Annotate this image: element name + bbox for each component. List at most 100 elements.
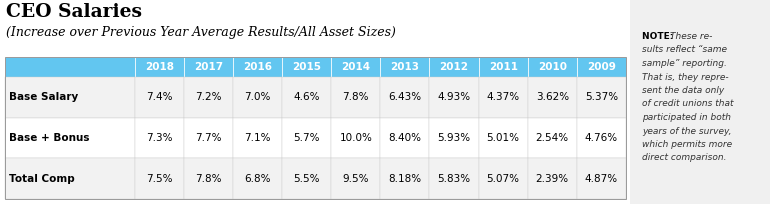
Text: (Increase over Previous Year Average Results/All Asset Sizes): (Increase over Previous Year Average Res… [6, 26, 396, 39]
Bar [479, 118, 527, 158]
Bar [577, 77, 626, 118]
Text: Base + Bonus: Base + Bonus [9, 133, 89, 143]
Text: direct comparison.: direct comparison. [642, 153, 727, 163]
Text: 5.5%: 5.5% [293, 174, 320, 184]
Text: 2.54%: 2.54% [536, 133, 569, 143]
Text: 2014: 2014 [341, 62, 370, 72]
Bar [135, 57, 184, 77]
Text: sults reflect “same: sults reflect “same [642, 45, 727, 54]
Bar [5, 158, 135, 199]
Text: Total Comp: Total Comp [9, 174, 75, 184]
Bar [479, 57, 527, 77]
Bar [527, 57, 577, 77]
Text: 4.93%: 4.93% [437, 92, 470, 102]
Text: 10.0%: 10.0% [340, 133, 372, 143]
Bar [331, 158, 380, 199]
Bar [331, 57, 380, 77]
Text: That is, they repre-: That is, they repre- [642, 72, 728, 82]
Text: 2013: 2013 [390, 62, 420, 72]
Text: 5.93%: 5.93% [437, 133, 470, 143]
Bar [0, 0, 630, 204]
Text: 8.40%: 8.40% [388, 133, 421, 143]
Text: 7.4%: 7.4% [146, 92, 172, 102]
Text: 4.37%: 4.37% [487, 92, 520, 102]
Text: 7.3%: 7.3% [146, 133, 172, 143]
Text: 4.76%: 4.76% [585, 133, 618, 143]
Text: 2016: 2016 [243, 62, 272, 72]
Bar [5, 77, 135, 118]
Text: 4.87%: 4.87% [585, 174, 618, 184]
Text: 2018: 2018 [145, 62, 174, 72]
Bar [184, 77, 233, 118]
Text: 5.37%: 5.37% [585, 92, 618, 102]
Text: of credit unions that: of credit unions that [642, 100, 734, 109]
Bar [527, 158, 577, 199]
Bar [331, 77, 380, 118]
Text: 7.2%: 7.2% [195, 92, 222, 102]
Text: NOTE:: NOTE: [642, 32, 677, 41]
Bar [577, 118, 626, 158]
Text: 7.5%: 7.5% [146, 174, 172, 184]
Bar [527, 118, 577, 158]
Text: 2011: 2011 [489, 62, 517, 72]
Bar [5, 118, 135, 158]
Bar [527, 77, 577, 118]
Bar [233, 57, 282, 77]
Text: 6.43%: 6.43% [388, 92, 421, 102]
Bar [184, 158, 233, 199]
Bar [380, 57, 430, 77]
Text: 2.39%: 2.39% [536, 174, 569, 184]
Bar [5, 57, 626, 199]
Text: 9.5%: 9.5% [343, 174, 369, 184]
Text: 7.8%: 7.8% [343, 92, 369, 102]
Bar [380, 158, 430, 199]
Text: 8.18%: 8.18% [388, 174, 421, 184]
Text: These re-: These re- [670, 32, 712, 41]
Bar [233, 158, 282, 199]
Bar [282, 77, 331, 118]
Bar [282, 57, 331, 77]
Bar [430, 158, 479, 199]
Text: 5.83%: 5.83% [437, 174, 470, 184]
Text: 2012: 2012 [440, 62, 468, 72]
Bar [233, 118, 282, 158]
Text: 7.8%: 7.8% [195, 174, 222, 184]
Text: which permits more: which permits more [642, 140, 732, 149]
Text: 6.8%: 6.8% [244, 174, 271, 184]
Bar [380, 77, 430, 118]
Bar [282, 158, 331, 199]
Bar [430, 118, 479, 158]
Text: 4.6%: 4.6% [293, 92, 320, 102]
Text: 7.1%: 7.1% [244, 133, 271, 143]
Bar [135, 118, 184, 158]
Text: Base Salary: Base Salary [9, 92, 79, 102]
Text: 5.7%: 5.7% [293, 133, 320, 143]
Bar [282, 118, 331, 158]
Text: 3.62%: 3.62% [536, 92, 569, 102]
Text: 5.01%: 5.01% [487, 133, 520, 143]
Bar [233, 77, 282, 118]
Bar [135, 158, 184, 199]
Text: 2010: 2010 [537, 62, 567, 72]
Text: 7.0%: 7.0% [244, 92, 271, 102]
Text: CEO Salaries: CEO Salaries [6, 3, 142, 21]
Bar [577, 158, 626, 199]
Bar [430, 57, 479, 77]
Bar [184, 57, 233, 77]
Text: participated in both: participated in both [642, 113, 731, 122]
Bar [577, 57, 626, 77]
Bar [135, 77, 184, 118]
Bar [380, 118, 430, 158]
Text: 7.7%: 7.7% [195, 133, 222, 143]
Bar [479, 77, 527, 118]
Bar [430, 77, 479, 118]
Text: 2015: 2015 [292, 62, 321, 72]
Text: sent the data only: sent the data only [642, 86, 725, 95]
Text: years of the survey,: years of the survey, [642, 126, 732, 135]
Text: 5.07%: 5.07% [487, 174, 520, 184]
Text: 2009: 2009 [587, 62, 616, 72]
Bar [5, 57, 135, 77]
Text: sample” reporting.: sample” reporting. [642, 59, 727, 68]
Bar [479, 158, 527, 199]
Bar [331, 118, 380, 158]
